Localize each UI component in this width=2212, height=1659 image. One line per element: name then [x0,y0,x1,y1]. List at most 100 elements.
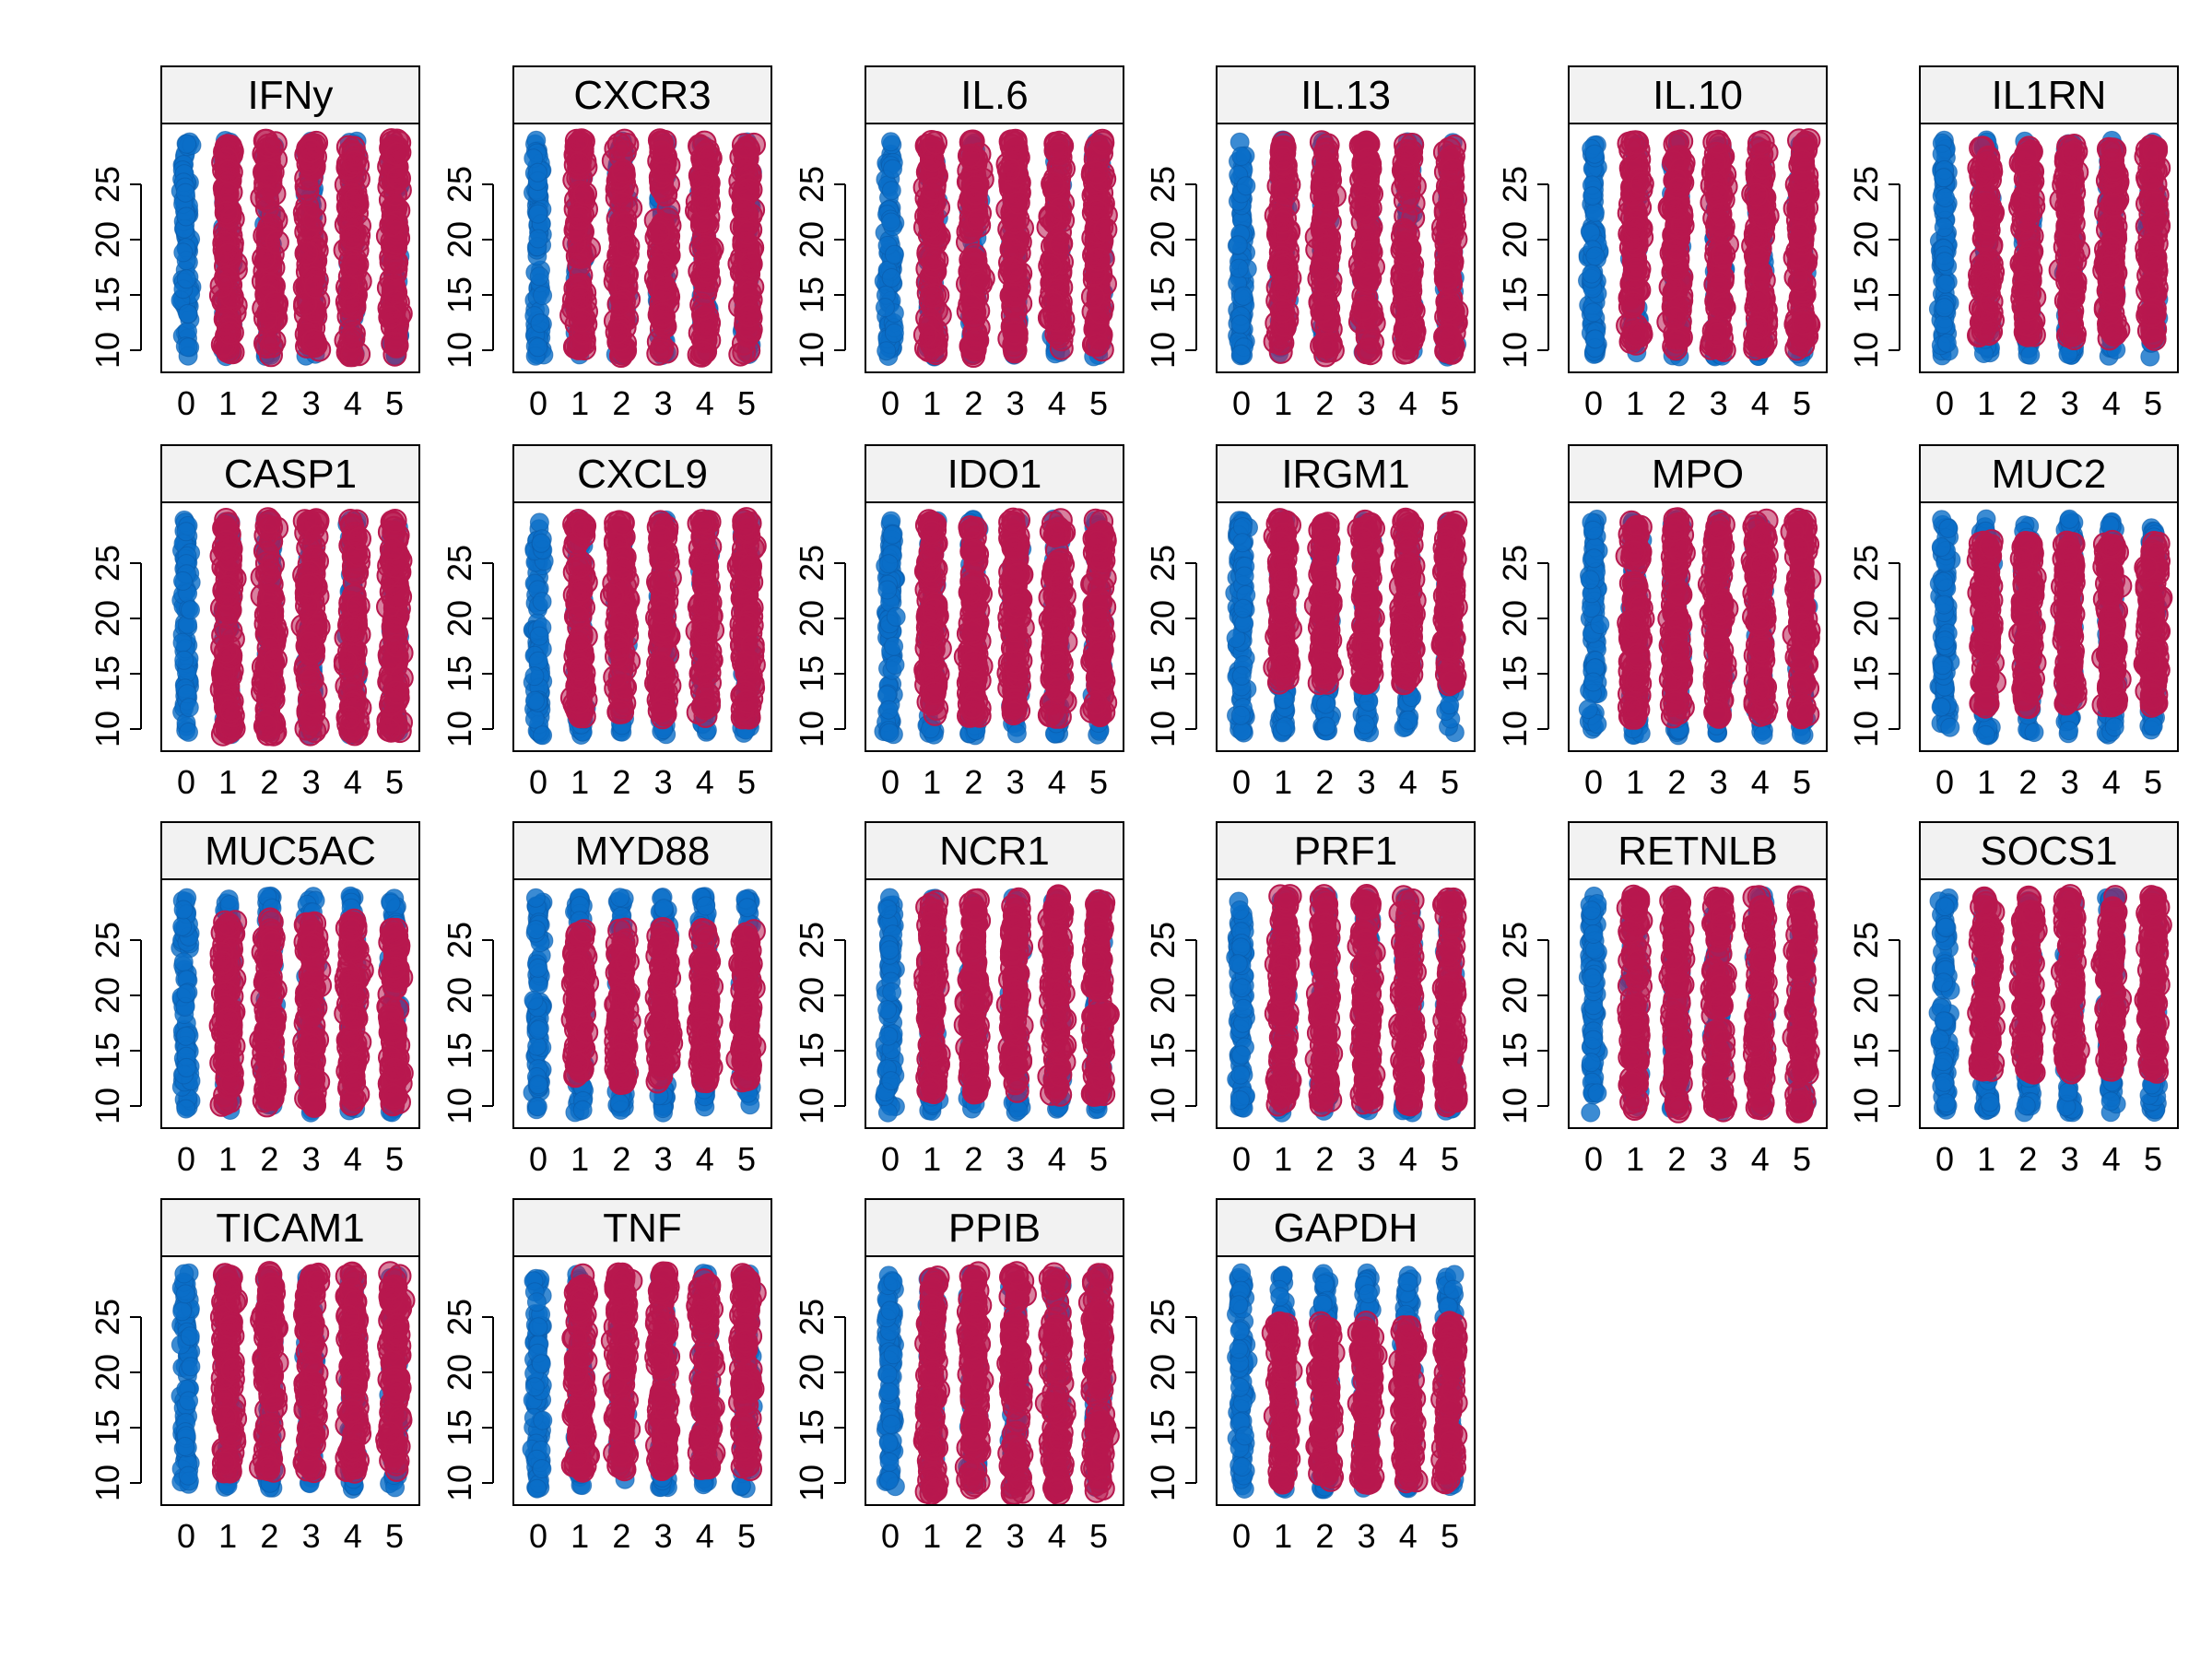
treated-point [1002,210,1027,234]
treated-point [969,272,994,297]
treated-point [1624,323,1649,347]
x-tick-label: 3 [1358,384,1376,422]
treated-point [1090,128,1114,153]
treated-point [1433,266,1458,291]
treated-point [1666,176,1691,201]
treated-point [690,340,715,365]
treated-point [964,328,989,353]
treated-point [1313,139,1337,164]
treated-point [265,229,289,254]
control-point [528,337,548,358]
x-tick-label: 2 [964,384,982,422]
treated-point [568,206,593,230]
treated-point [1080,285,1105,309]
y-tick-label: 25 [441,166,478,203]
treated-point [1086,247,1111,272]
x-tick-label: 2 [612,384,630,422]
control-point [1581,223,1601,243]
control-point [1229,258,1249,278]
control-point [528,204,548,224]
treated-point [1315,187,1340,212]
y-tick-label: 25 [88,166,126,203]
treated-point [1006,190,1030,215]
treated-point [1746,315,1771,340]
treated-point [301,328,326,353]
treated-point [1356,338,1381,363]
treated-point [254,185,279,210]
treated-point [920,284,944,309]
x-tick-label: 4 [696,384,714,422]
treated-point [1395,143,1420,168]
treated-point [1041,291,1065,316]
treated-point [298,138,323,163]
treated-point [922,176,947,201]
points-layer [1227,130,1469,368]
treated-point [1787,222,1812,247]
x-tick-label: 5 [1441,384,1459,422]
x-tick-label: 1 [1274,384,1292,422]
strip-header [512,65,772,124]
treated-point [1622,257,1647,282]
treated-point [698,146,723,171]
treated-point [648,253,673,277]
treated-point [1270,299,1295,324]
control-point [176,206,196,227]
control-point [1585,246,1606,266]
treated-point [689,292,714,317]
treated-point [1665,329,1689,354]
control-point [1585,202,1605,222]
treated-point [214,200,239,225]
treated-point [609,192,634,217]
y-tick-label: 10 [88,332,126,369]
treated-point [386,166,411,190]
control-point [1231,344,1251,364]
treated-point [1745,289,1770,313]
points-layer [1578,128,1821,367]
control-point [1583,302,1604,323]
treated-point [1440,159,1465,183]
treated-point [1318,334,1343,359]
treated-point [1751,268,1776,292]
treated-point [1270,254,1295,279]
y-tick-label: 15 [793,276,830,313]
treated-point [379,213,404,238]
treated-point [605,320,629,345]
control-point [877,341,897,361]
x-tick-label: 4 [1399,384,1418,422]
treated-point [1662,306,1687,331]
treated-point [616,234,641,258]
treated-point [342,150,367,175]
treated-point [649,338,674,363]
treated-point [567,151,592,176]
treated-point [1665,237,1690,262]
treated-point [1705,129,1730,154]
x-tick-label: 4 [344,384,362,422]
treated-point [568,308,593,333]
treated-point [303,275,328,300]
y-tick-label: 20 [1144,221,1182,258]
control-point [173,242,194,263]
treated-point [1750,155,1775,180]
treated-point [652,277,677,302]
treated-point [966,208,990,233]
x-tick-label: 0 [177,384,195,422]
treated-point [1041,171,1065,196]
control-point [1236,176,1256,196]
treated-point [1049,231,1074,256]
treated-point [1314,234,1339,259]
control-point [883,159,902,179]
x-tick-label: 5 [385,384,404,422]
x-tick-label: 0 [881,384,900,422]
control-point [1582,264,1602,284]
strip-header [1216,65,1476,124]
x-tick-label: 1 [923,384,941,422]
treated-point [1625,130,1650,155]
treated-point [339,224,364,249]
treated-point [656,196,681,221]
treated-point [1270,210,1295,234]
treated-point [218,321,242,346]
treated-point [738,252,763,276]
